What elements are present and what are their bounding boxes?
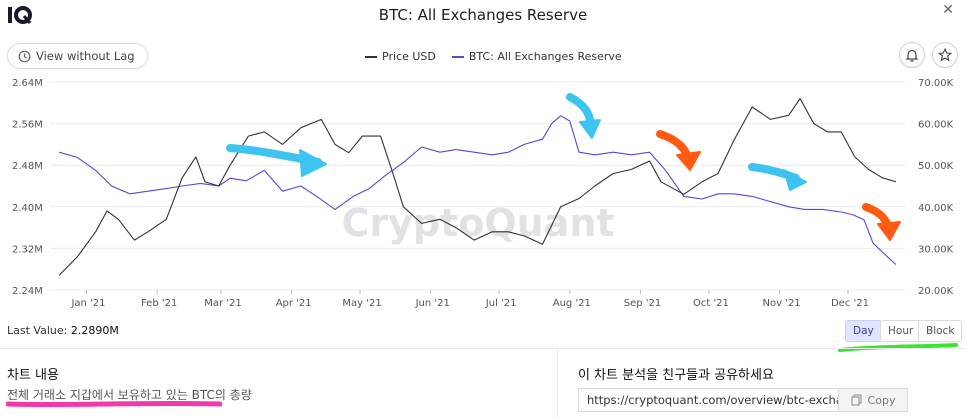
last-value: Last Value: 2.2890M bbox=[7, 324, 119, 337]
x-tick-label: Apr '21 bbox=[276, 298, 312, 309]
y-right-tick-label: 50.00K bbox=[918, 161, 954, 172]
y-left-tick-label: 2.24M bbox=[12, 286, 43, 297]
chart-description-title: 차트 내용 bbox=[7, 368, 59, 383]
x-tick-label: Mar '21 bbox=[204, 298, 242, 309]
legend-item-price[interactable]: Price USD bbox=[365, 50, 436, 63]
share-title: 이 차트 분석을 친구들과 공유하세요 bbox=[578, 368, 774, 383]
period-day-button[interactable]: Day bbox=[845, 320, 882, 342]
y-left-tick-label: 2.48M bbox=[12, 161, 43, 172]
reserve-price-chart[interactable]: 2.24M 20.00K 2.32M 30.00K 2.40M 40.00K 2.48M 50… bbox=[0, 70, 966, 315]
cryptoquant-logo-icon[interactable] bbox=[8, 6, 32, 24]
y-right-tick-label: 70.00K bbox=[918, 78, 954, 89]
section-divider bbox=[0, 348, 966, 349]
y-left-tick-label: 2.64M bbox=[12, 78, 43, 89]
alert-button[interactable] bbox=[899, 42, 925, 68]
annotation-arrow-head bbox=[579, 119, 601, 139]
annotation-arrow-head bbox=[676, 151, 701, 171]
reserve-series-line bbox=[58, 115, 897, 265]
x-tick-label: Jan '21 bbox=[70, 298, 105, 309]
x-tick-label: Dec '21 bbox=[831, 298, 869, 309]
page-title: BTC: All Exchanges Reserve bbox=[378, 6, 588, 24]
legend-item-reserve[interactable]: BTC: All Exchanges Reserve bbox=[451, 50, 622, 63]
chart-legend: Price USD BTC: All Exchanges Reserve bbox=[365, 50, 622, 63]
view-without-lag-button[interactable]: View without Lag bbox=[7, 43, 148, 69]
x-tick-label: Nov '21 bbox=[763, 298, 801, 309]
copy-label: Copy bbox=[867, 393, 896, 407]
x-tick-label: May '21 bbox=[342, 298, 381, 309]
x-tick-label: Aug '21 bbox=[553, 298, 591, 309]
copy-button[interactable]: Copy bbox=[838, 388, 908, 412]
y-right-tick-label: 60.00K bbox=[918, 120, 954, 131]
y-right-tick-label: 40.00K bbox=[918, 203, 954, 214]
chart-watermark: CryptoQuant bbox=[341, 201, 614, 245]
y-left-tick-label: 2.32M bbox=[12, 244, 43, 255]
bell-icon bbox=[905, 49, 919, 62]
annotation-arrow-head bbox=[299, 149, 327, 177]
y-left-tick-label: 2.56M bbox=[12, 120, 43, 131]
period-block-button[interactable]: Block bbox=[918, 320, 963, 342]
copy-icon bbox=[851, 394, 862, 406]
x-tick-label: Sep '21 bbox=[624, 298, 662, 309]
period-hour-button[interactable]: Hour bbox=[880, 320, 922, 342]
legend-label-reserve: BTC: All Exchanges Reserve bbox=[468, 50, 622, 63]
y-right-tick-label: 20.00K bbox=[918, 286, 954, 297]
y-right-tick-label: 30.00K bbox=[918, 244, 954, 255]
share-url-field[interactable]: https://cryptoquant.com/overview/btc-exc… bbox=[578, 388, 838, 412]
clock-icon bbox=[18, 50, 31, 62]
x-tick-label: Feb '21 bbox=[141, 298, 177, 309]
legend-label-price: Price USD bbox=[382, 50, 436, 63]
x-tick-label: Jun '21 bbox=[415, 298, 450, 309]
chart-description-text: 전체 거래소 지갑에서 보유하고 있는 BTC의 총량 bbox=[7, 388, 252, 402]
favorite-button[interactable] bbox=[932, 42, 958, 68]
x-tick-label: Jul '21 bbox=[485, 298, 517, 309]
view-without-lag-label: View without Lag bbox=[36, 49, 135, 63]
close-icon[interactable]: ✕ bbox=[942, 2, 954, 18]
x-tick-label: Oct '21 bbox=[693, 298, 729, 309]
y-left-tick-label: 2.40M bbox=[12, 203, 43, 214]
legend-swatch-price bbox=[365, 55, 377, 58]
last-value-number: 2.2890M bbox=[70, 324, 119, 337]
pink-underline-stroke bbox=[6, 400, 222, 408]
section-vertical-divider bbox=[557, 349, 558, 418]
legend-swatch-reserve bbox=[451, 55, 464, 58]
last-value-label: Last Value: bbox=[7, 324, 68, 337]
price-series-line bbox=[58, 98, 897, 276]
annotation-arrow-head bbox=[877, 221, 901, 241]
annotation-arrow-head bbox=[783, 169, 807, 191]
star-icon bbox=[938, 48, 952, 62]
